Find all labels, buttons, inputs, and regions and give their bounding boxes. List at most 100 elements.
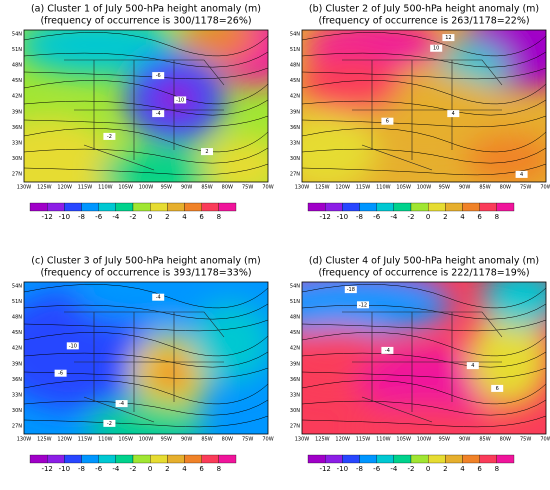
contour-label: 6 [386, 119, 389, 125]
colorbar-box [150, 454, 168, 464]
colorbar-box [184, 454, 202, 464]
colorbar-box [496, 454, 515, 464]
lat-label: 36N [290, 125, 300, 131]
lon-label: 110W [98, 185, 113, 191]
lat-label: 30N [290, 156, 300, 162]
lon-label: 100W [417, 437, 432, 443]
colorbar-label: 4 [182, 465, 187, 473]
lon-label: 120W [57, 437, 72, 443]
colorbar-box [445, 202, 463, 212]
map-frame [301, 281, 547, 435]
lon-label: 115W [78, 185, 93, 191]
colorbar-box [410, 454, 429, 464]
colorbar-box [29, 202, 48, 212]
colorbar-label: 8 [495, 465, 499, 473]
colorbar-box [359, 202, 377, 212]
colorbar-label: 2 [443, 213, 447, 221]
contour [302, 32, 546, 57]
lat-label: 27N [290, 172, 300, 178]
lon-label: 70W [540, 437, 550, 443]
field-blob [203, 136, 268, 182]
contour [302, 80, 546, 105]
lon-label: 80W [222, 185, 233, 191]
contour-label-box [103, 419, 116, 427]
lon-label: 70W [262, 437, 273, 443]
colorbar-label: -8 [78, 213, 85, 221]
colorbar-box [462, 202, 480, 212]
colorbar-box [496, 202, 515, 212]
field-blob [481, 282, 546, 328]
contour [302, 128, 546, 153]
contour [302, 332, 546, 357]
contour [24, 80, 268, 105]
colorbar-label: -6 [373, 213, 381, 221]
panel: (d) Cluster 4 of July 500-hPa height ano… [290, 256, 550, 474]
lat-label: 42N [12, 94, 22, 100]
colorbar-box [201, 454, 219, 464]
colorbar-label: -8 [356, 465, 363, 473]
lon-label: 80W [222, 437, 233, 443]
lon-label: 130W [295, 185, 310, 191]
contour [302, 380, 546, 405]
colorbar-box [462, 454, 480, 464]
contour-label-box [430, 44, 443, 52]
contour-label: -4 [156, 111, 161, 117]
lat-label: 51N [290, 47, 300, 53]
borders [342, 59, 503, 171]
colorbar-label: 6 [477, 465, 482, 473]
colorbar-label: 4 [460, 465, 465, 473]
colorbar-label: 6 [477, 213, 482, 221]
contour [24, 147, 268, 164]
colorbar-label: 0 [426, 465, 430, 473]
colorbar-box [81, 454, 99, 464]
lon-label: 115W [78, 437, 93, 443]
lon-label: 90W [181, 185, 192, 191]
lat-label: 54N [290, 284, 300, 290]
contour-label-box [201, 148, 213, 156]
contour [302, 147, 546, 164]
colorbar-box [445, 454, 463, 464]
lon-label: 105W [118, 185, 133, 191]
lat-label: 33N [12, 140, 22, 146]
lat-label: 39N [290, 109, 300, 115]
map-frame [301, 29, 547, 183]
map [302, 30, 546, 182]
lat-label: 42N [12, 346, 22, 352]
contour-label-box [115, 400, 128, 408]
contour-label-box [491, 384, 504, 392]
field-blob [179, 30, 260, 58]
colorbar-box [184, 202, 202, 212]
colorbar-label: 4 [460, 213, 465, 221]
field-blob [302, 53, 401, 114]
contour-label: -10 [176, 97, 184, 103]
contour [302, 319, 546, 332]
contour-label: 6 [496, 386, 499, 392]
contour [24, 128, 268, 153]
contour [302, 115, 546, 128]
lon-label: 90W [459, 437, 470, 443]
colorbar-box [479, 202, 497, 212]
lat-label: 48N [290, 63, 300, 69]
panel-title: (b) Cluster 2 of July 500-hPa height ano… [309, 4, 539, 15]
colorbar-label: -10 [59, 213, 70, 221]
lat-label: 30N [12, 408, 22, 414]
colorbar-label: -10 [337, 213, 348, 221]
lon-label: 90W [459, 185, 470, 191]
contour-label-box [442, 34, 455, 42]
lat-label: 54N [12, 284, 22, 290]
contour-label-box [466, 362, 479, 370]
colorbar-label: 2 [443, 465, 447, 473]
map [24, 282, 268, 434]
field [302, 282, 546, 434]
lon-label: 70W [262, 185, 273, 191]
panel-subtitle: (frequency of occurrence is 222/1178=19%… [318, 268, 529, 279]
lat-label: 54N [12, 32, 22, 38]
lon-label: 105W [118, 437, 133, 443]
colorbar-label: -10 [59, 465, 70, 473]
field [24, 30, 268, 182]
colorbar-box [325, 202, 343, 212]
colorbar-label: -4 [390, 465, 398, 473]
field-blob [24, 30, 178, 76]
field-blob [354, 406, 494, 434]
lat-label: 48N [12, 63, 22, 69]
